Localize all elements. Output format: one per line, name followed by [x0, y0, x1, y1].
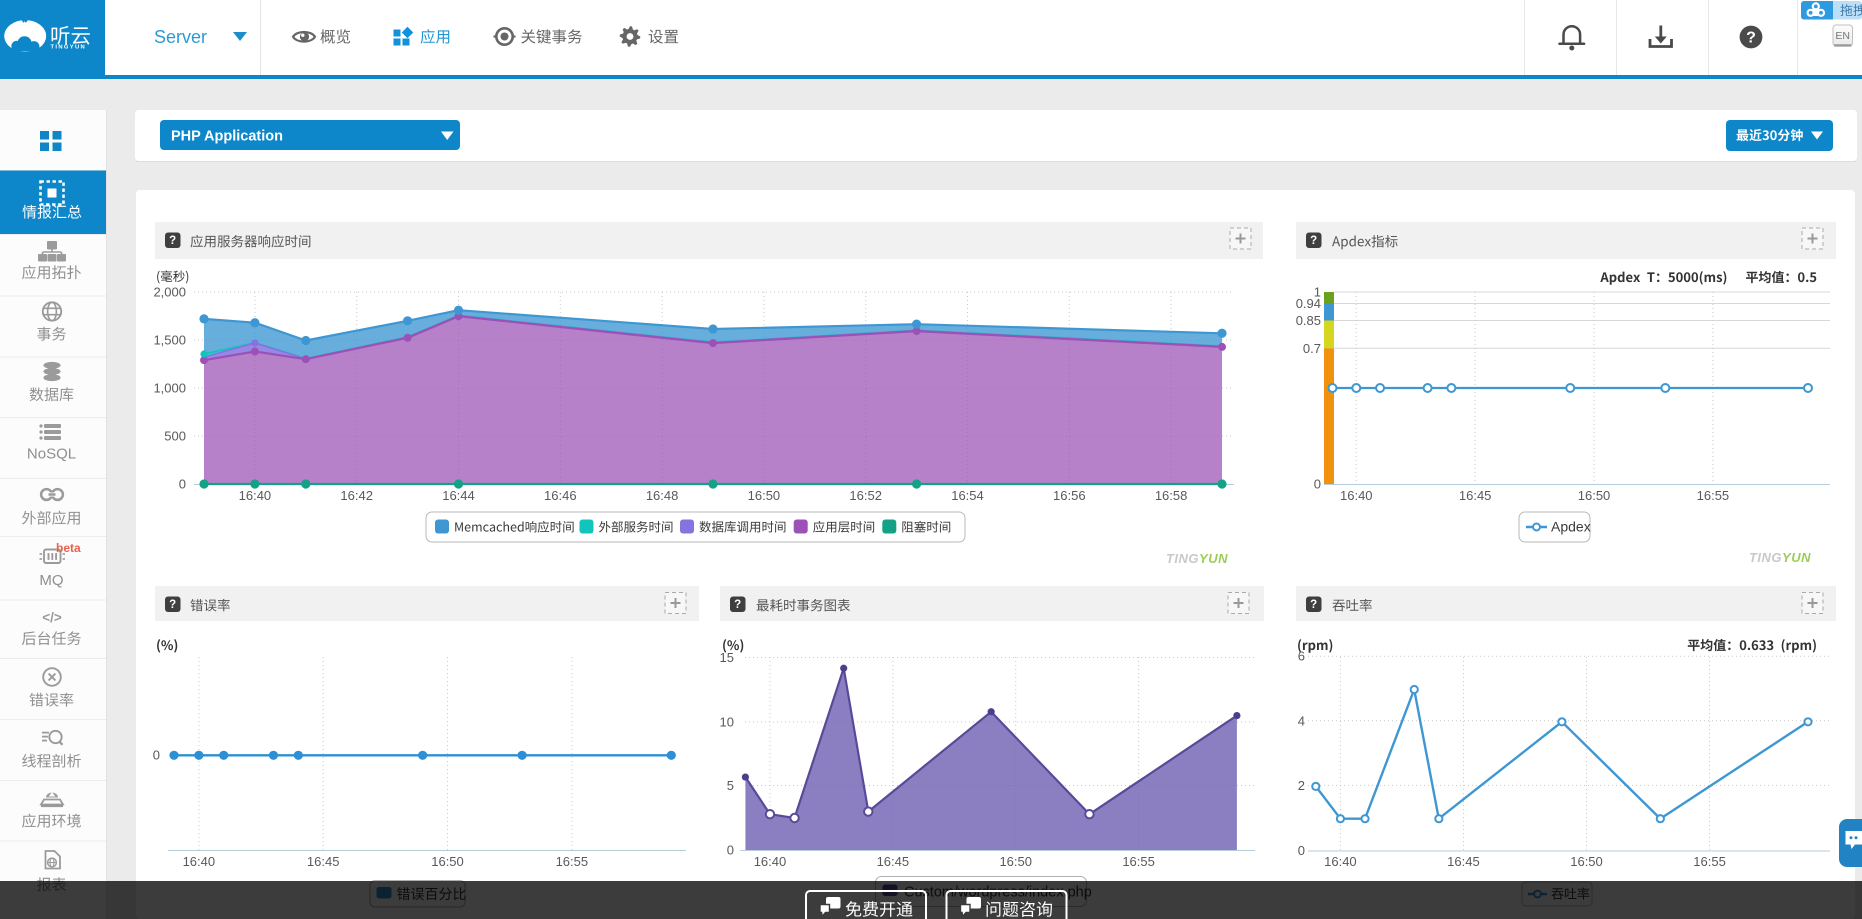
- svg-text:16:55: 16:55: [556, 854, 589, 869]
- svg-text:?: ?: [1746, 30, 1756, 47]
- svg-text:16:40: 16:40: [1324, 854, 1357, 869]
- svg-text:TINGYUN: TINGYUN: [51, 45, 87, 51]
- svg-text:?: ?: [734, 599, 741, 611]
- svg-text:16:52: 16:52: [849, 488, 882, 503]
- svg-text:2: 2: [1298, 778, 1305, 793]
- svg-text:1,500: 1,500: [153, 333, 186, 348]
- svg-text:10: 10: [720, 715, 734, 730]
- svg-text:16:58: 16:58: [1155, 488, 1188, 503]
- svg-text:16:40: 16:40: [754, 854, 787, 869]
- svg-text:4: 4: [1298, 713, 1305, 728]
- svg-text:0: 0: [727, 843, 734, 858]
- svg-text:500: 500: [164, 429, 186, 444]
- svg-text:15: 15: [720, 650, 734, 665]
- svg-text:MQ: MQ: [39, 572, 63, 589]
- svg-text:16:48: 16:48: [646, 488, 679, 503]
- svg-text:16:50: 16:50: [999, 854, 1032, 869]
- svg-text:Apdex: Apdex: [1551, 519, 1591, 535]
- svg-text:1,000: 1,000: [153, 381, 186, 396]
- svg-text:16:46: 16:46: [544, 488, 577, 503]
- svg-text:16:55: 16:55: [1697, 488, 1730, 503]
- svg-text:16:56: 16:56: [1053, 488, 1086, 503]
- svg-text:0: 0: [153, 748, 160, 763]
- svg-text:16:45: 16:45: [1447, 854, 1480, 869]
- svg-text:PHP Application: PHP Application: [171, 128, 283, 144]
- svg-text:16:40: 16:40: [183, 854, 216, 869]
- svg-text:Server: Server: [154, 27, 207, 47]
- svg-text:16:45: 16:45: [877, 854, 910, 869]
- svg-text:6: 6: [1298, 649, 1305, 664]
- svg-text:TINGYUN: TINGYUN: [1749, 550, 1811, 565]
- svg-text:</>: </>: [42, 610, 62, 625]
- svg-text:?: ?: [169, 599, 176, 611]
- svg-text:5: 5: [727, 778, 734, 793]
- svg-text:16:50: 16:50: [748, 488, 781, 503]
- svg-text:16:45: 16:45: [1459, 488, 1492, 503]
- svg-text:?: ?: [1310, 599, 1317, 611]
- svg-text:16:54: 16:54: [951, 488, 984, 503]
- svg-text:16:44: 16:44: [442, 488, 475, 503]
- svg-text:16:40: 16:40: [1340, 488, 1373, 503]
- svg-text:16:50: 16:50: [1578, 488, 1611, 503]
- svg-text:1: 1: [1314, 285, 1321, 300]
- svg-text:NoSQL: NoSQL: [27, 446, 76, 463]
- svg-text:?: ?: [1310, 235, 1317, 247]
- svg-text:0: 0: [1298, 843, 1305, 858]
- svg-text:beta: beta: [56, 541, 81, 555]
- svg-text:0: 0: [179, 477, 186, 492]
- svg-text:0.94: 0.94: [1296, 296, 1321, 311]
- svg-text:16:50: 16:50: [1570, 854, 1603, 869]
- svg-text:16:40: 16:40: [239, 488, 272, 503]
- svg-text:0.7: 0.7: [1303, 341, 1321, 356]
- svg-text:16:42: 16:42: [340, 488, 373, 503]
- svg-text:16:55: 16:55: [1693, 854, 1726, 869]
- svg-text:16:50: 16:50: [431, 854, 464, 869]
- svg-text:16:55: 16:55: [1122, 854, 1155, 869]
- svg-text:2,000: 2,000: [153, 285, 186, 300]
- svg-text:TINGYUN: TINGYUN: [1166, 551, 1228, 566]
- svg-text:16:45: 16:45: [307, 854, 340, 869]
- svg-text:?: ?: [169, 235, 176, 247]
- svg-text:0: 0: [1314, 477, 1321, 492]
- svg-text:EN: EN: [1835, 30, 1850, 42]
- svg-text:0.85: 0.85: [1296, 313, 1321, 328]
